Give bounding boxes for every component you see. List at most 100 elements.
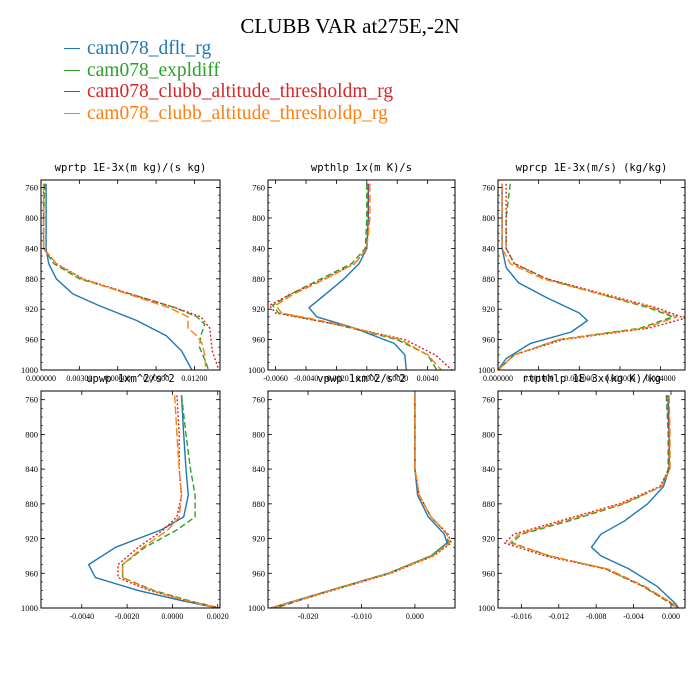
panel-title: wprcp 1E-3x(m/s) (kg/kg) xyxy=(516,162,668,174)
x-tick-label: 0.0040 xyxy=(417,374,439,383)
panel-title: wpthlp 1x(m K)/s xyxy=(311,162,412,174)
series-line xyxy=(42,183,220,370)
legend-swatch xyxy=(64,112,80,114)
series-line xyxy=(274,183,442,370)
y-tick-label: 920 xyxy=(252,534,265,544)
chart-panel: vpwp 1xm^2/s^2 760 800 840 880 920 960 1000 -0.0… xyxy=(248,373,456,621)
series-line xyxy=(498,183,678,370)
series-group xyxy=(42,183,220,370)
series-line xyxy=(121,395,220,608)
legend-swatch xyxy=(64,48,80,50)
x-tick-label: 0.000 xyxy=(406,612,424,621)
y-tick-label: 1000 xyxy=(478,603,495,613)
series-line xyxy=(270,395,448,608)
series-line xyxy=(87,395,218,608)
legend-entry: cam078_clubb_altitude_thresholdp_rg xyxy=(64,103,393,125)
y-tick-label: 1000 xyxy=(478,365,495,375)
series-line xyxy=(45,183,193,370)
legend-label: cam078_clubb_altitude_thresholdm_rg xyxy=(87,81,394,102)
legend-label: cam078_dflt_rg xyxy=(87,38,212,59)
y-tick-label: 1000 xyxy=(248,603,265,613)
y-tick-label: 1000 xyxy=(21,365,38,375)
x-tick-label: 0.001000 xyxy=(524,374,554,383)
plot-frame xyxy=(497,390,686,609)
series-line xyxy=(509,395,678,608)
x-tick-label: 0.002000 xyxy=(564,374,594,383)
x-tick-label: 0.01200 xyxy=(181,374,207,383)
y-tick-label: 920 xyxy=(482,534,495,544)
y-tick-label: 840 xyxy=(252,464,265,474)
plot-frame xyxy=(40,179,221,371)
chart-panel: wprcp 1E-3x(m/s) (kg/kg) 760 800 840 880 920 9… xyxy=(478,162,686,383)
chart-panel: wpthlp 1x(m K)/s7608008408809209601000-0… xyxy=(248,162,456,383)
legend-label: cam078_expldiff xyxy=(87,59,220,81)
y-tick-label: 840 xyxy=(252,243,265,253)
panel-title: upwp 1xm^2/s^2 xyxy=(86,373,175,385)
y-tick-label: 960 xyxy=(482,335,495,345)
y-tick-label: 840 xyxy=(25,464,38,474)
y-tick-label: 920 xyxy=(482,304,495,314)
x-tick-label: -0.020 xyxy=(298,612,319,621)
y-tick-label: 800 xyxy=(252,429,265,439)
y-tick-label: 800 xyxy=(252,213,265,223)
legend-label: cam078_clubb_altitude_thresholdp_rg xyxy=(87,102,388,124)
y-tick-label: 1000 xyxy=(21,603,38,613)
series-line xyxy=(308,183,407,370)
x-tick-label: -0.016 xyxy=(511,612,532,621)
plot-frame xyxy=(267,179,456,371)
panel-title: rtpthlp 1E-3x(kg K)/kg xyxy=(522,373,661,385)
series-line xyxy=(273,395,452,608)
y-tick-label: 880 xyxy=(482,499,495,509)
y-tick-label: 840 xyxy=(482,243,495,253)
x-tick-label: -0.0060 xyxy=(263,374,288,383)
y-tick-label: 880 xyxy=(482,274,495,284)
x-tick-label: 0.00600 xyxy=(105,374,131,383)
series-line xyxy=(268,183,453,370)
x-tick-label: 0.000000 xyxy=(26,374,56,383)
y-tick-label: 800 xyxy=(482,213,495,223)
series-line xyxy=(275,395,449,608)
x-tick-label: -0.008 xyxy=(586,612,607,621)
x-tick-label: 0.0020 xyxy=(207,612,229,621)
x-tick-label: -0.012 xyxy=(548,612,569,621)
series-line xyxy=(42,183,207,370)
legend-swatch xyxy=(64,69,80,71)
x-tick-label: 0.0000 xyxy=(161,612,183,621)
y-tick-label: 920 xyxy=(25,304,38,314)
chart-panel: rtpthlp 1E-3x(kg K)/kg 760 800 840 880 920 960… xyxy=(478,373,686,621)
series-group xyxy=(503,395,680,608)
legend: cam078_dflt_rg cam078_expldiff cam078_cl… xyxy=(64,38,393,124)
plot-frame xyxy=(497,179,686,371)
y-tick-label: 760 xyxy=(252,183,265,193)
series-line xyxy=(498,183,685,370)
x-tick-label: 0.000 xyxy=(662,612,680,621)
series-line xyxy=(121,395,218,608)
y-tick-label: 760 xyxy=(482,183,495,193)
chart-panel: wprtp 1E-3x(m kg)/(s kg) 760 800 840 880 920 9… xyxy=(21,162,221,383)
series-line xyxy=(271,395,451,608)
x-tick-label: 0.00300 xyxy=(66,374,92,383)
x-tick-label: 0.000000 xyxy=(483,374,513,383)
y-tick-label: 880 xyxy=(252,499,265,509)
plot-frame xyxy=(267,390,456,609)
page-title: CLUBB VAR at275E,-2N xyxy=(240,14,460,38)
x-tick-label: -0.0020 xyxy=(115,612,140,621)
series-line xyxy=(498,183,674,370)
y-tick-label: 960 xyxy=(25,335,38,345)
y-tick-label: 880 xyxy=(25,499,38,509)
legend-entry: cam078_clubb_altitude_thresholdm_rg xyxy=(64,81,393,103)
y-tick-label: 800 xyxy=(25,429,38,439)
x-tick-label: -0.010 xyxy=(351,612,372,621)
x-tick-label: 0.003000 xyxy=(605,374,635,383)
series-line xyxy=(42,183,210,370)
y-tick-label: 960 xyxy=(252,335,265,345)
y-tick-label: 760 xyxy=(25,183,38,193)
y-tick-label: 1000 xyxy=(248,365,265,375)
series-line xyxy=(117,395,220,608)
y-tick-label: 800 xyxy=(482,429,495,439)
y-tick-label: 800 xyxy=(25,213,38,223)
legend-swatch xyxy=(64,91,80,93)
legend-entry: cam078_dflt_rg xyxy=(64,38,393,60)
series-line xyxy=(503,395,679,608)
